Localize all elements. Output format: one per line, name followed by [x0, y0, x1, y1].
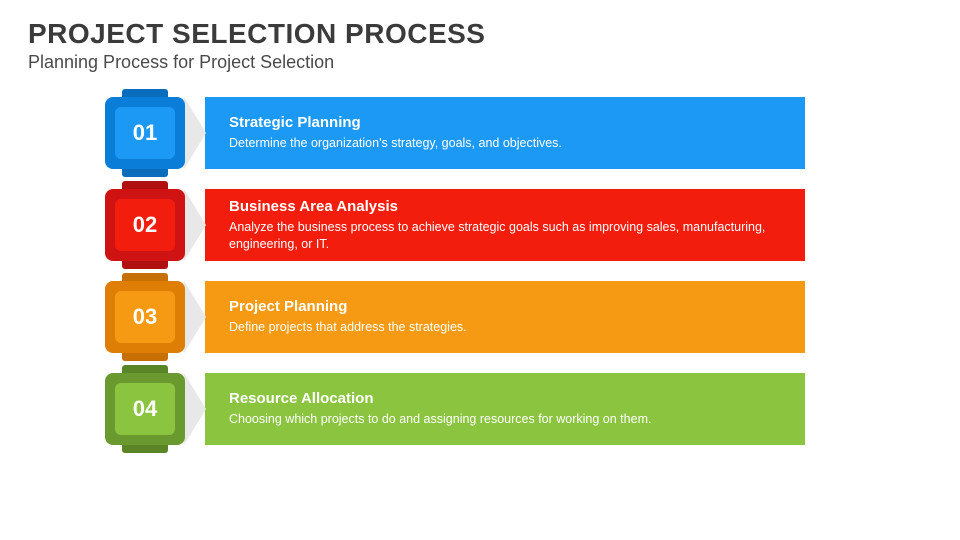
step-row: 04 Resource Allocation Choosing which pr… [105, 373, 960, 445]
step-badge: 02 [105, 189, 185, 261]
step-description: Choosing which projects to do and assign… [229, 411, 769, 428]
step-description: Define projects that address the strateg… [229, 319, 769, 336]
page-subtitle: Planning Process for Project Selection [28, 52, 932, 73]
step-number: 04 [115, 383, 175, 435]
step-content: Resource Allocation Choosing which proje… [205, 373, 805, 445]
step-title: Resource Allocation [229, 390, 785, 407]
step-badge: 01 [105, 97, 185, 169]
step-content: Project Planning Define projects that ad… [205, 281, 805, 353]
step-title: Business Area Analysis [229, 198, 785, 215]
step-content: Business Area Analysis Analyze the busin… [205, 189, 805, 261]
step-title: Strategic Planning [229, 114, 785, 131]
step-badge: 03 [105, 281, 185, 353]
step-row: 02 Business Area Analysis Analyze the bu… [105, 189, 960, 261]
step-number: 01 [115, 107, 175, 159]
step-row: 03 Project Planning Define projects that… [105, 281, 960, 353]
step-description: Analyze the business process to achieve … [229, 219, 769, 253]
step-number: 02 [115, 199, 175, 251]
chevron-right-icon [184, 97, 206, 169]
steps-list: 01 Strategic Planning Determine the orga… [0, 97, 960, 445]
step-row: 01 Strategic Planning Determine the orga… [105, 97, 960, 169]
step-badge: 04 [105, 373, 185, 445]
chevron-right-icon [184, 373, 206, 445]
chevron-right-icon [184, 189, 206, 261]
step-title: Project Planning [229, 298, 785, 315]
step-description: Determine the organization's strategy, g… [229, 135, 769, 152]
step-number: 03 [115, 291, 175, 343]
header: PROJECT SELECTION PROCESS Planning Proce… [0, 0, 960, 79]
chevron-right-icon [184, 281, 206, 353]
step-content: Strategic Planning Determine the organiz… [205, 97, 805, 169]
page-title: PROJECT SELECTION PROCESS [28, 18, 932, 50]
